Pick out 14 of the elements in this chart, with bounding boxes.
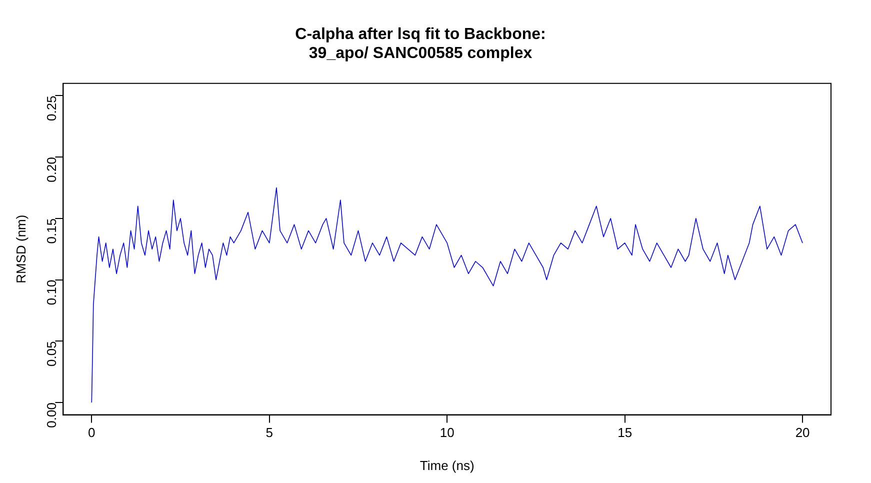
x-tick-label: 15 — [618, 425, 632, 440]
y-tick-label: 0.20 — [44, 157, 59, 182]
chart-title: C-alpha after lsq fit to Backbone: 39_apo/ SANC00585 complex — [295, 26, 546, 62]
y-axis-title: RMSD (nm) — [13, 214, 28, 284]
x-tick-label: 20 — [795, 425, 810, 440]
y-tick-label: 0.00 — [44, 402, 59, 428]
y-tick-label: 0.05 — [44, 341, 59, 366]
x-axis-title: Time (ns) — [420, 458, 474, 473]
x-tick-label: 5 — [266, 425, 273, 440]
x-tick-label: 0 — [88, 425, 96, 440]
x-tick-label: 10 — [440, 425, 454, 440]
y-tick-label: 0.15 — [44, 218, 59, 244]
y-tick-label: 0.25 — [44, 96, 59, 121]
y-tick-label: 0.10 — [44, 280, 59, 306]
